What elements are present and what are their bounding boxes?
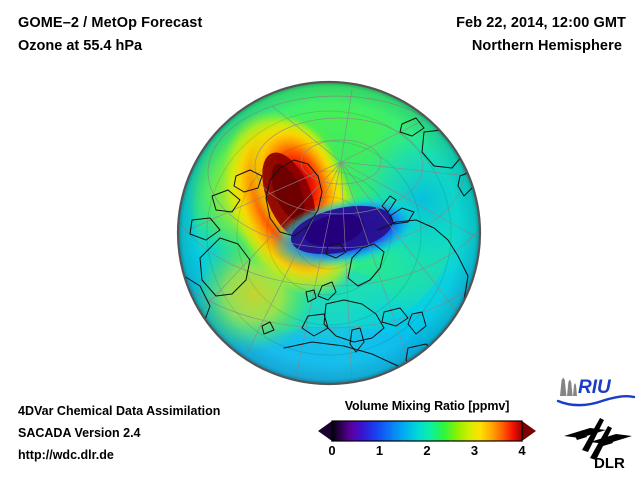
page-title: GOME–2 / MetOp Forecast [18, 15, 203, 31]
colorbar-tick-labels: 0 1 2 3 4 [318, 443, 536, 463]
colorbar-title: Volume Mixing Ratio [ppmv] [344, 399, 510, 413]
timestamp-label: Feb 22, 2014, 12:00 GMT [456, 15, 626, 31]
footer-line-assimilation: 4DVar Chemical Data Assimilation [18, 404, 221, 418]
globe-svg [176, 80, 482, 386]
colorbar-gradient [318, 420, 536, 442]
globe-map [176, 80, 482, 386]
header-left: GOME–2 / MetOp Forecast Ozone at 55.4 hP… [18, 12, 348, 58]
riu-logo: RIU [556, 374, 636, 408]
tick-label-3: 3 [470, 443, 479, 458]
riu-tower-icon [560, 377, 577, 396]
page-subtitle: Ozone at 55.4 hPa [18, 38, 143, 54]
footer-text: 4DVar Chemical Data Assimilation SACADA … [18, 400, 318, 466]
dlr-wordmark: DLR [594, 455, 625, 472]
footer-line-url[interactable]: http://wdc.dlr.de [18, 448, 114, 462]
tick-label-1: 1 [375, 443, 384, 458]
hemisphere-label: Northern Hemisphere [471, 38, 622, 54]
riu-wave-icon [556, 395, 636, 407]
colorbar-cap-high [522, 421, 536, 441]
dlr-logo-svg: DLR [564, 418, 632, 472]
footer-line-version: SACADA Version 2.4 [18, 426, 141, 440]
colorbar: Volume Mixing Ratio [ppmv] [318, 398, 536, 463]
tick-label-4: 4 [518, 443, 526, 458]
riu-logo-svg: RIU [556, 377, 636, 407]
header-right: Feb 22, 2014, 12:00 GMT Northern Hemisph… [326, 12, 626, 58]
tick-label-2: 2 [423, 443, 431, 458]
dlr-mark-icon [564, 418, 632, 460]
colorbar-minor-ticks [355, 441, 499, 442]
globe-outline [176, 80, 482, 386]
colorbar-cap-low [318, 421, 332, 441]
dlr-logo: DLR [560, 414, 636, 472]
tick-label-0: 0 [328, 443, 336, 458]
globe-field [178, 82, 480, 384]
riu-wordmark: RIU [578, 377, 612, 398]
